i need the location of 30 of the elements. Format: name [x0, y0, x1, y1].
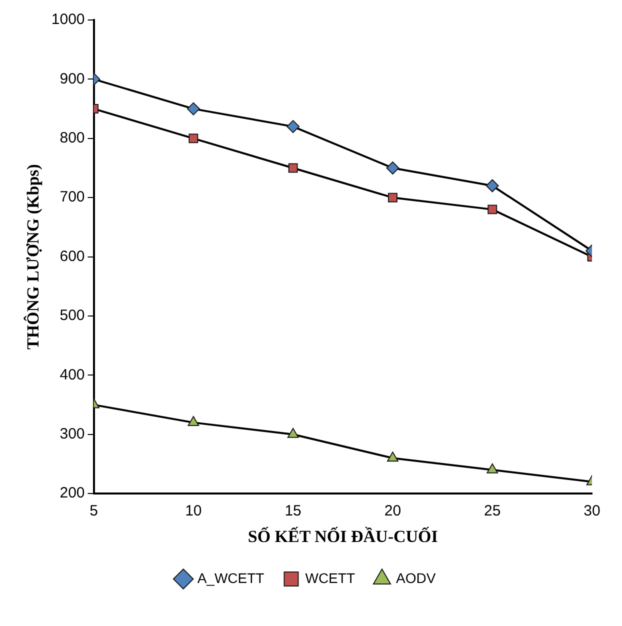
legend-label: WCETT: [305, 570, 356, 586]
y-tick-label: 1000: [51, 11, 85, 28]
point: [186, 102, 200, 116]
point: [286, 120, 300, 134]
legend-label: AODV: [396, 570, 436, 586]
x-tick-label: 15: [284, 502, 302, 520]
y-tick-label: 700: [60, 188, 85, 206]
point: [386, 162, 400, 174]
y-axis-title: THÔNG LƯỢNG (Kbps): [24, 164, 43, 350]
point: [486, 179, 499, 192]
x-axis-title: SỐ KẾT NỐI ĐẦU-CUỐI: [248, 526, 438, 546]
x-tick-label: 20: [384, 502, 402, 520]
y-tick-label: 200: [60, 484, 85, 502]
x-tick-label: 25: [484, 502, 501, 520]
point: [387, 452, 398, 462]
point: [188, 134, 198, 144]
x-tick-label: 10: [185, 502, 202, 520]
y-tick-label: 800: [60, 130, 85, 147]
y-tick-label: 900: [60, 70, 85, 88]
point: [288, 163, 298, 173]
y-tick-label: 300: [60, 426, 85, 443]
x-tick-label: 5: [90, 502, 98, 520]
point: [287, 428, 299, 438]
x-tick-label: 30: [584, 502, 600, 520]
point: [188, 416, 200, 426]
y-tick-label: 500: [60, 307, 85, 324]
y-tick-label: 400: [60, 366, 85, 384]
legend-label: A_WCETT: [197, 570, 265, 586]
point: [388, 192, 398, 202]
y-tick-label: 600: [60, 248, 85, 265]
